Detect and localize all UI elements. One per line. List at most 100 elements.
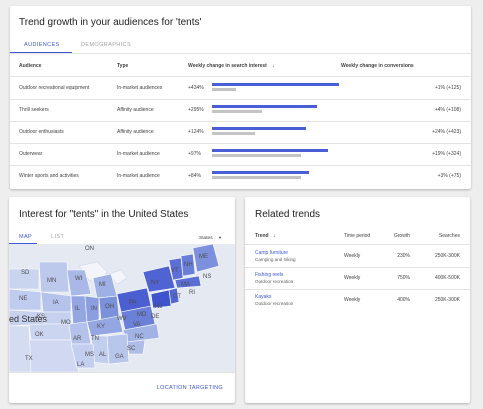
trend-header-label: Trend: [255, 233, 269, 239]
audience-name: Outdoor enthusiasts: [19, 129, 64, 135]
map-label-on: ON: [85, 246, 94, 252]
column-header-trend: Trend ↓: [255, 233, 276, 239]
column-header-growth: Growth: [393, 233, 410, 239]
map-label-me: ME: [199, 254, 208, 260]
active-tab-indicator: [10, 52, 72, 54]
map-label-mi: MI: [99, 282, 106, 288]
conversions-change-value: +19% (+324): [432, 151, 461, 157]
map-label-md: MD: [137, 312, 147, 318]
column-header-type: Type: [117, 63, 129, 69]
search-baseline-bar: [212, 88, 236, 91]
column-header-audience: Audience: [19, 63, 42, 69]
tab-list[interactable]: LIST: [51, 234, 65, 240]
map-label-tx: TX: [25, 356, 33, 362]
audience-name: Outdoor recreational equipment: [19, 85, 90, 91]
audience-type: In-market audience: [117, 151, 160, 157]
map-label-oh: OH: [105, 304, 114, 310]
conversions-change-value: +4% (+108): [434, 107, 461, 113]
related-trend-link[interactable]: Camp furniture: [255, 250, 289, 256]
map-label-va: VA: [133, 322, 141, 328]
map-label-ga: GA: [115, 354, 124, 360]
map-label-nj: NJ: [155, 304, 162, 310]
map-label-nh: NH: [184, 262, 193, 268]
map-label-sd: SD: [21, 270, 30, 276]
related-trend-category: Outdoor recreation: [255, 301, 294, 306]
audience-name: Outerwear: [19, 151, 43, 157]
row-divider: [10, 143, 471, 144]
search-change-bar: [212, 105, 317, 108]
tab-divider: [10, 53, 471, 54]
column-header-time-period: Time period: [344, 233, 371, 239]
conversions-change-value: +1% (+125): [434, 85, 461, 91]
audience-name: Winter sports and activities: [19, 173, 79, 179]
search-change-value: +295%: [188, 107, 204, 113]
related-trend-category: Camping and hiking: [255, 257, 296, 262]
audience-type: Affinity audience: [117, 129, 154, 135]
search-change-value: +124%: [188, 129, 204, 135]
interest-title: Interest for "tents" in the United State…: [19, 209, 189, 220]
map-label-wv: WV: [117, 316, 127, 322]
tab-demographics[interactable]: DEMOGRAPHICS: [81, 42, 132, 48]
related-trend-category: Outdoor recreation: [255, 279, 294, 284]
conversions-change-value: +3% (+75): [437, 173, 461, 179]
audience-type: Affinity audience: [117, 107, 154, 113]
map-label-de: DE: [151, 314, 159, 320]
map-label-ny: NY: [151, 280, 159, 286]
related-trend-link[interactable]: Fishing reels: [255, 272, 284, 278]
audience-type: In-market audience: [117, 173, 160, 179]
map-label-ok: OK: [35, 332, 44, 338]
search-change-bar: [212, 127, 306, 130]
search-change-value: +97%: [188, 151, 201, 157]
search-baseline-bar: [212, 132, 255, 135]
map-label-mo: MO: [61, 320, 71, 326]
search-baseline-bar: [212, 154, 301, 157]
region-dropdown-value: States: [199, 236, 213, 241]
map-label-ct: CT: [173, 294, 181, 300]
row-divider: [245, 267, 470, 268]
row-divider: [10, 121, 471, 122]
map-label-la: LA: [77, 362, 84, 368]
sort-arrow-down-icon: ↓: [272, 63, 275, 69]
column-header-weekly-search[interactable]: Weekly change in search interest ↓: [188, 63, 275, 69]
us-interest-map[interactable]: ON SD MN WI MI NE IA IL IN OH PA NY VT N…: [9, 244, 235, 372]
related-trend-searches: 250K-300K: [434, 253, 460, 259]
weekly-search-header-label: Weekly change in search interest: [188, 63, 267, 69]
search-change-value: +84%: [188, 173, 201, 179]
region-dropdown[interactable]: States ▼: [199, 235, 222, 241]
related-trend-searches: 400K-500K: [434, 275, 460, 281]
related-trend-period: Weekly: [344, 275, 361, 281]
column-header-searches: Searches: [438, 233, 460, 239]
map-label-pa: PA: [129, 300, 137, 306]
related-header-divider: [245, 244, 470, 245]
audience-trends-title: Trend growth in your audiences for 'tent…: [19, 17, 202, 28]
tab-audiences[interactable]: AUDIENCES: [24, 42, 60, 48]
active-tab-indicator: [9, 243, 37, 245]
search-baseline-bar: [212, 176, 301, 179]
related-trend-link[interactable]: Kayaks: [255, 294, 272, 300]
map-label-ia: IA: [53, 300, 59, 306]
related-trend-period: Weekly: [344, 297, 361, 303]
map-label-ma: MA: [181, 282, 190, 288]
search-change-value: +434%: [188, 85, 204, 91]
column-header-weekly-conversions: Weekly change in conversions: [341, 63, 414, 69]
map-label-wi: WI: [75, 276, 83, 282]
map-label-in: IN: [91, 306, 97, 312]
map-label-united-states: ed States: [9, 314, 48, 324]
tab-map[interactable]: MAP: [19, 234, 33, 240]
map-label-nc: NC: [135, 334, 144, 340]
row-divider: [10, 99, 471, 100]
header-divider: [10, 76, 471, 77]
location-targeting-link[interactable]: LOCATION TARGETING: [156, 385, 223, 391]
map-label-ky: KY: [97, 324, 105, 330]
dropdown-arrow-icon: ▼: [217, 235, 222, 240]
map-label-sc: SC: [127, 346, 136, 352]
map-label-il: IL: [75, 306, 81, 312]
related-trends-card: Related trends Trend ↓ Time period Growt…: [245, 197, 470, 403]
related-trends-title: Related trends: [255, 209, 321, 220]
audience-type: In-market audiences: [117, 85, 163, 91]
map-label-ri: RI: [189, 290, 195, 296]
map-label-ar: AR: [73, 336, 82, 342]
search-change-bar: [212, 171, 309, 174]
related-trend-searches: 250K-300K: [434, 297, 460, 303]
map-svg: ON SD MN WI MI NE IA IL IN OH PA NY VT N…: [9, 244, 235, 372]
